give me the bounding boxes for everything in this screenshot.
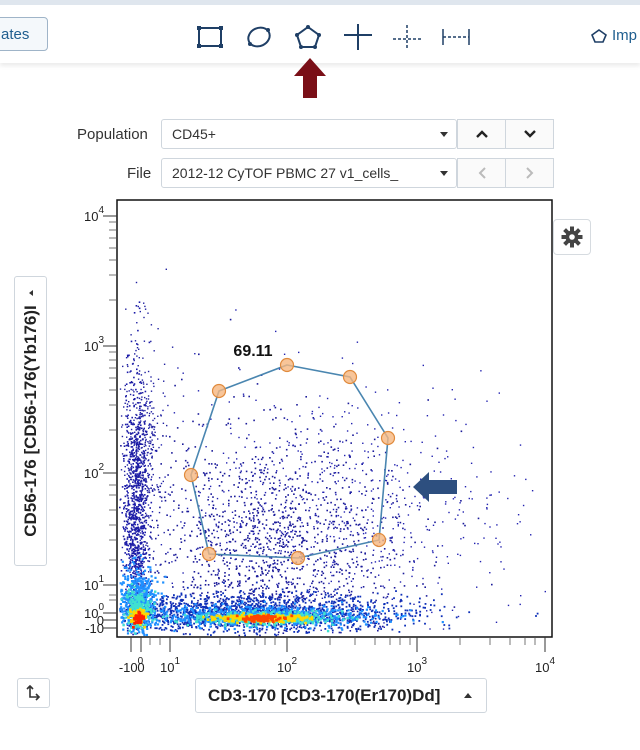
quadrant-icon: [344, 24, 372, 50]
x-tick-label: 0: [137, 660, 144, 675]
gate-toolbar: ates: [0, 0, 640, 63]
caret-left-icon: [29, 290, 33, 296]
x-tick-label: 103: [407, 656, 427, 675]
left-arrow-annotation: [413, 472, 457, 507]
chevron-up-icon: [475, 130, 488, 138]
population-next-button[interactable]: [505, 119, 554, 149]
gate-vertex-handle[interactable]: [290, 550, 306, 566]
chevron-down-icon: [440, 171, 448, 176]
chevron-down-icon: [523, 130, 536, 138]
import-button[interactable]: Imp: [590, 23, 637, 49]
gate-vertex-handle[interactable]: [183, 467, 199, 483]
y-tick-label: 104: [84, 205, 104, 224]
gate-vertex-handle[interactable]: [371, 532, 387, 548]
file-next-button[interactable]: [505, 158, 554, 188]
chevron-right-icon: [525, 167, 533, 179]
polygon-icon: [295, 25, 321, 49]
population-select[interactable]: CD45+: [161, 119, 457, 149]
x-tick-label: 101: [160, 656, 180, 675]
rectangle-gate-tool[interactable]: [194, 23, 226, 51]
x-tick-label: 102: [277, 656, 297, 675]
file-value: 2012-12 CyTOF PBMC 27 v1_cells_: [172, 165, 399, 181]
y-tick-label: -10: [85, 621, 104, 636]
density-cloud: [119, 268, 546, 637]
x-axis-label: CD3-170 [CD3-170(Er170)Dd]: [208, 686, 441, 705]
polygon-gate-tool[interactable]: [292, 23, 324, 51]
x-axis-parameter-select[interactable]: CD3-170 [CD3-170(Er170)Dd]: [195, 678, 487, 713]
caret-up-icon: [464, 693, 472, 698]
population-value: CD45+: [172, 126, 216, 142]
x-tick-label: -100: [119, 656, 144, 675]
gate-vertex-handle[interactable]: [279, 357, 295, 373]
gate-vertex-handle[interactable]: [380, 430, 396, 446]
y-tick-label: 102: [84, 462, 104, 481]
file-prev-button[interactable]: [457, 158, 506, 188]
gate-percentage: 69.11: [233, 343, 272, 360]
y-tick-label: 0: [97, 613, 104, 628]
polygon-gate: [183, 357, 396, 566]
swap-axes-icon: [25, 685, 40, 701]
pentagon-icon: [591, 29, 607, 43]
file-label: File: [127, 165, 152, 182]
gate-vertex-handle[interactable]: [342, 369, 358, 385]
ellipse-icon: [247, 26, 271, 48]
population-label: Population: [77, 126, 148, 143]
x-tick-label: 104: [535, 656, 555, 675]
y-tick-label: 100: [84, 602, 104, 621]
split-quadrant-gate-tool[interactable]: [391, 23, 423, 51]
plot-frame: [116, 199, 553, 638]
import-label: Imp: [612, 27, 638, 44]
gear-icon: [561, 226, 583, 248]
gates-button[interactable]: ates: [0, 17, 48, 51]
file-select[interactable]: 2012-12 CyTOF PBMC 27 v1_cells_: [161, 158, 457, 188]
up-arrow-annotation: [294, 58, 326, 105]
ellipse-gate-tool[interactable]: [243, 23, 275, 51]
y-tick-label: 101: [84, 574, 104, 593]
range-gate-tool[interactable]: [440, 23, 472, 51]
chevron-down-icon: [440, 132, 448, 137]
range-icon: [442, 29, 470, 45]
y-axis-parameter-select[interactable]: CD56-176 [CD56-176(Yb176)I: [14, 276, 47, 566]
gate-outline: [190, 364, 389, 559]
quadrant-gate-tool[interactable]: [342, 23, 374, 51]
chevron-left-icon: [478, 167, 486, 179]
gate-vertex-handle[interactable]: [211, 383, 227, 399]
rectangle-icon: [197, 26, 223, 48]
population-prev-button[interactable]: [457, 119, 506, 149]
swap-axes-button[interactable]: [17, 678, 50, 708]
plot-settings-button[interactable]: [553, 219, 591, 255]
gate-vertex-handle[interactable]: [201, 546, 217, 562]
split-quadrant-icon: [393, 25, 421, 49]
y-axis-label: CD56-176 [CD56-176(Yb176)I: [20, 305, 40, 537]
y-tick-label: 103: [84, 335, 104, 354]
